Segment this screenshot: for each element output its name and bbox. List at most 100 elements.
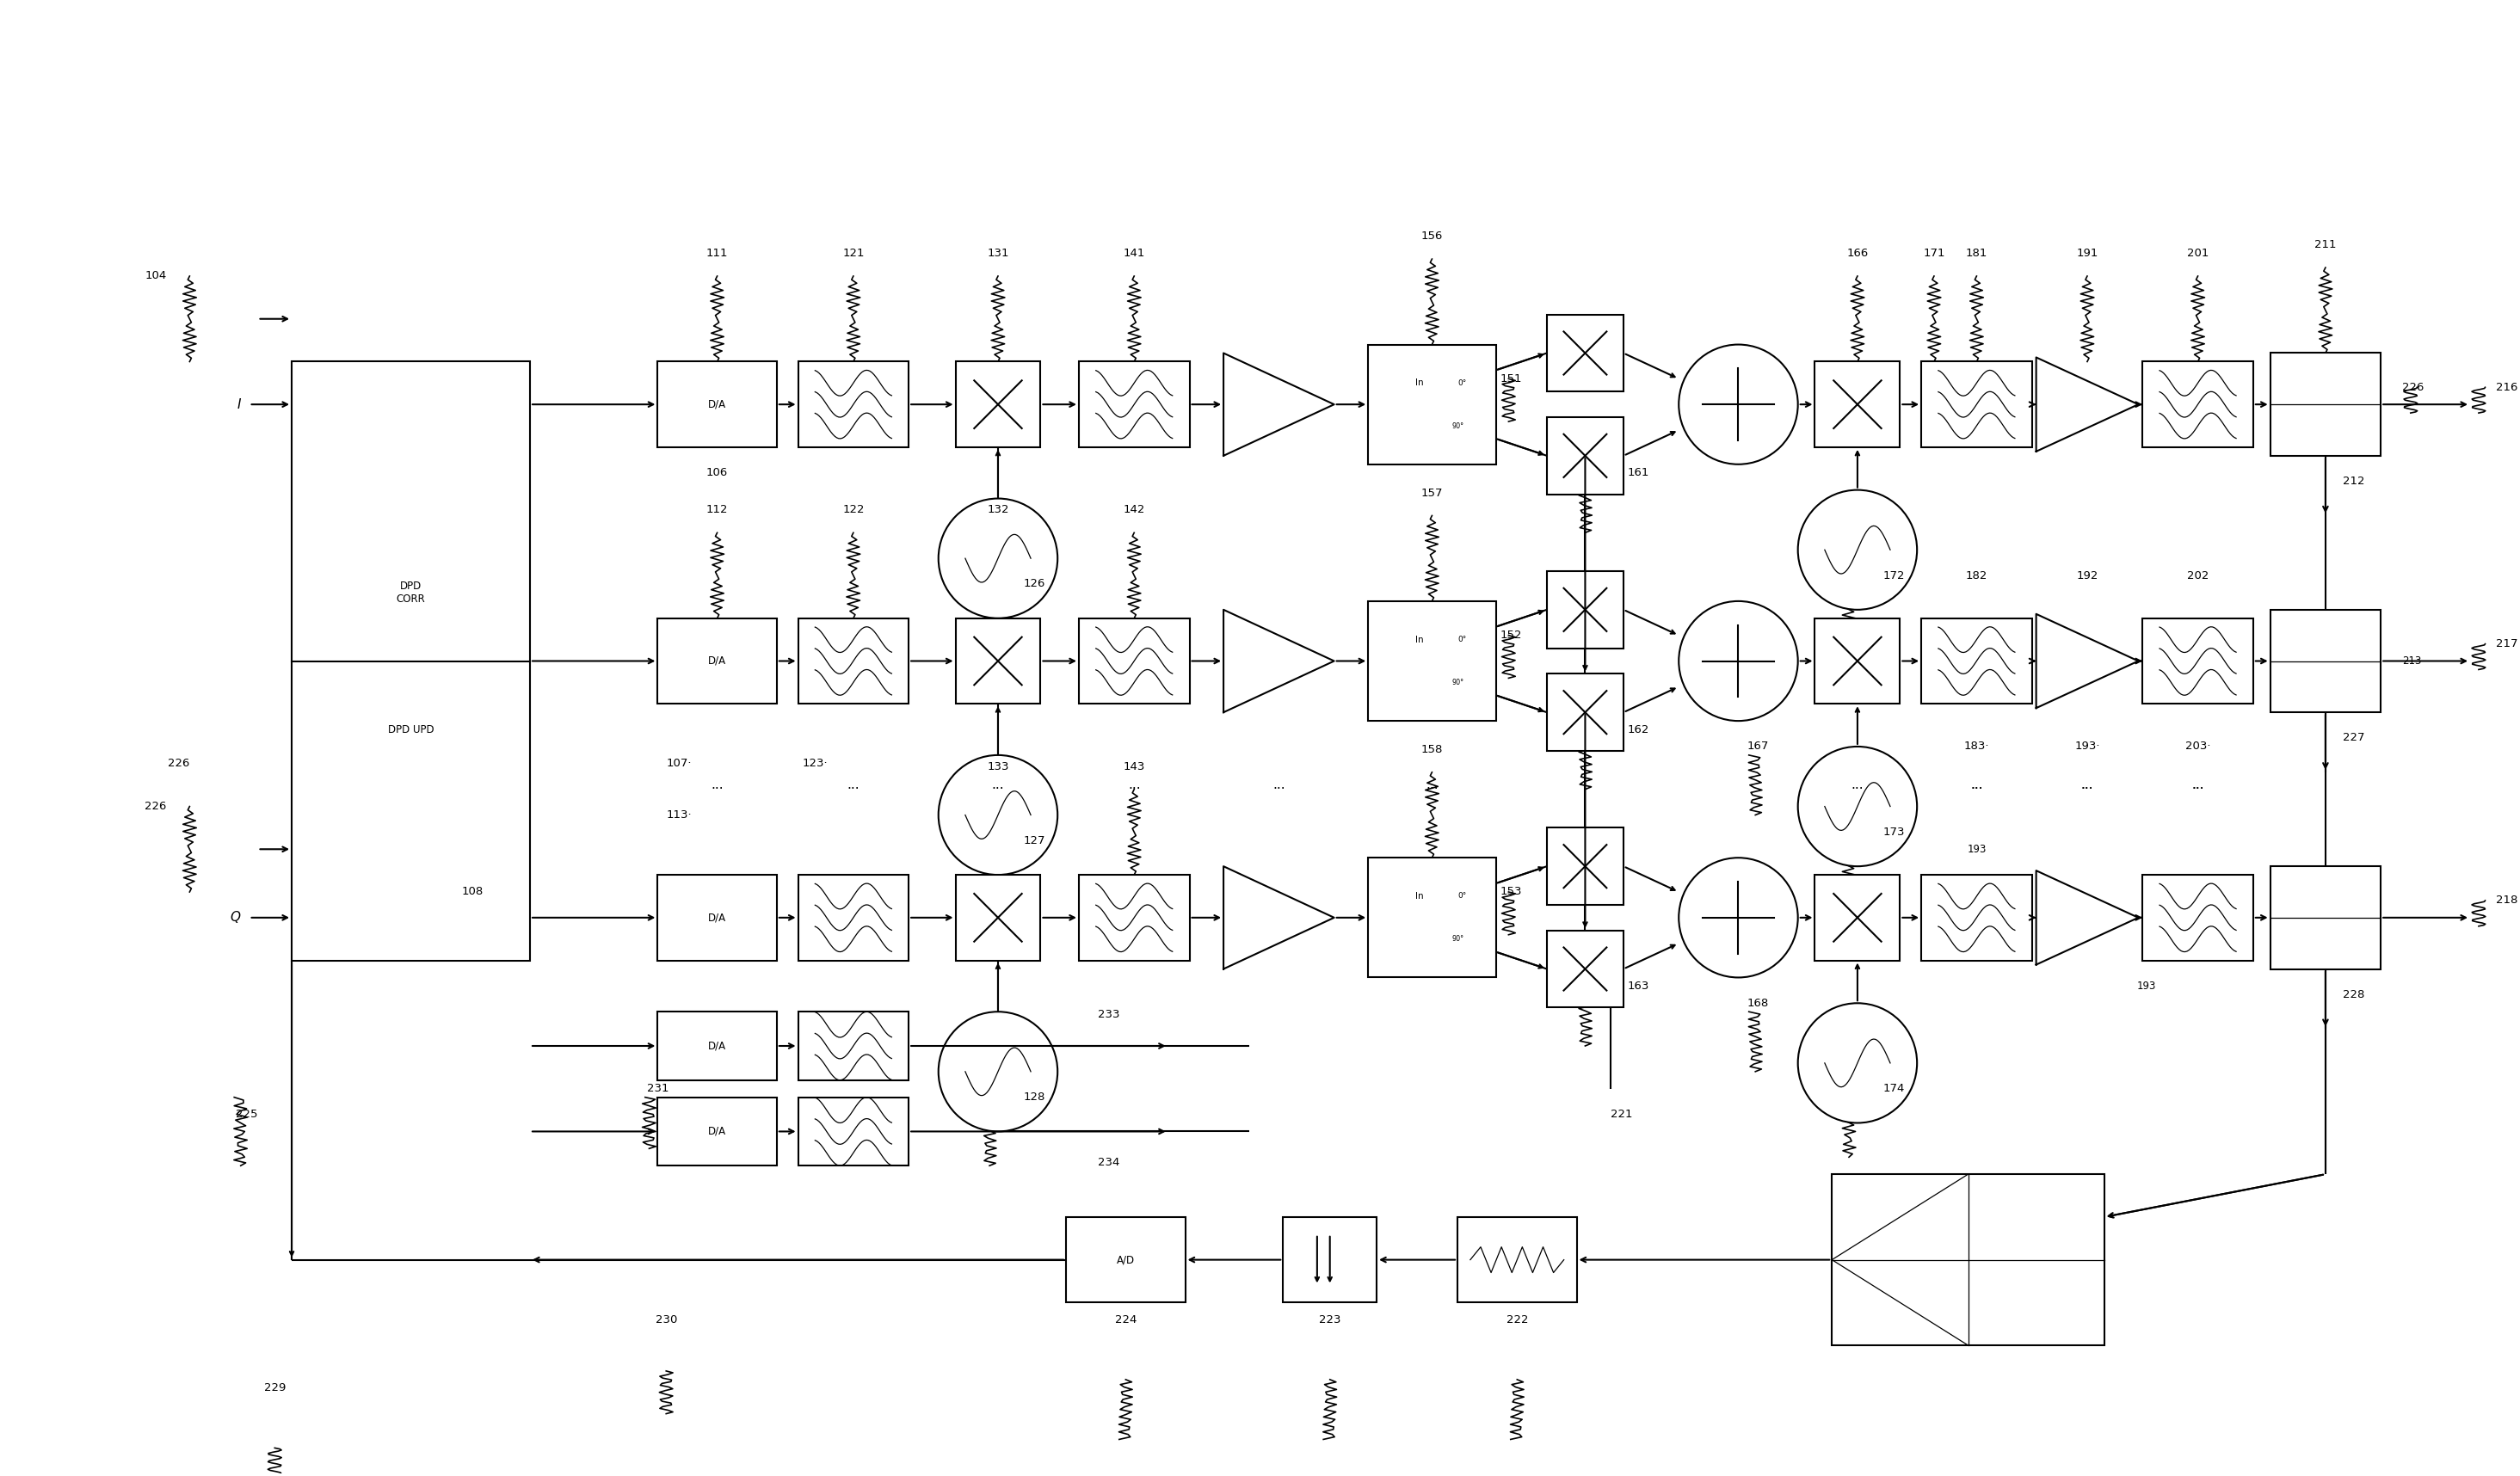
Bar (2271, 866, 2381, 968)
Text: 226: 226 (144, 801, 166, 812)
Text: ···: ··· (2082, 782, 2094, 796)
Bar (1079, 875, 1189, 961)
Text: ···: ··· (711, 782, 723, 796)
Bar (1547, 314, 1623, 391)
Circle shape (937, 499, 1058, 618)
Text: ···: ··· (993, 782, 1005, 796)
Bar (799, 1097, 910, 1166)
Text: ···: ··· (1852, 782, 1865, 796)
Bar (1832, 1175, 2104, 1345)
Bar (1547, 675, 1623, 751)
Text: D/A: D/A (708, 912, 726, 922)
Bar (1283, 1218, 1376, 1302)
Bar (1079, 362, 1189, 447)
Bar (2142, 362, 2253, 447)
Circle shape (1678, 601, 1797, 720)
Text: 221: 221 (1610, 1108, 1633, 1120)
Circle shape (1797, 1004, 1918, 1123)
Bar (1457, 1218, 1578, 1302)
Bar (1920, 362, 2031, 447)
Text: 227: 227 (2344, 732, 2364, 744)
Text: 226: 226 (2402, 382, 2424, 393)
Text: DPD UPD: DPD UPD (388, 723, 433, 735)
Text: In: In (1416, 635, 1424, 644)
Bar (1920, 875, 2031, 961)
Text: 218: 218 (2495, 894, 2517, 906)
Text: 233: 233 (1099, 1010, 1119, 1020)
Text: 223: 223 (1318, 1314, 1341, 1325)
Bar (1368, 344, 1497, 465)
Text: 203·: 203· (2185, 741, 2210, 753)
Text: 231: 231 (648, 1083, 668, 1094)
Text: Q: Q (229, 911, 239, 924)
Bar (1920, 618, 2031, 704)
Text: ···: ··· (1426, 782, 1439, 796)
Text: In: In (1416, 379, 1424, 387)
Text: 229: 229 (265, 1383, 285, 1393)
Text: ···: ··· (2192, 782, 2205, 796)
Bar (955, 362, 1041, 447)
Text: 222: 222 (1507, 1314, 1527, 1325)
Text: 211: 211 (2313, 239, 2336, 251)
Text: 212: 212 (2344, 475, 2364, 487)
Text: ···: ··· (1129, 782, 1142, 796)
Text: 113·: 113· (665, 809, 690, 821)
Text: 168: 168 (1746, 998, 1769, 1008)
Bar (799, 362, 910, 447)
Text: 0°: 0° (1457, 893, 1467, 900)
Text: 234: 234 (1099, 1157, 1119, 1169)
Text: 142: 142 (1124, 505, 1144, 515)
Bar (658, 875, 776, 961)
Text: 127: 127 (1023, 835, 1046, 846)
Text: ···: ··· (2082, 782, 2094, 796)
Polygon shape (2036, 357, 2139, 452)
Bar (1814, 618, 1900, 704)
Text: 216: 216 (2495, 382, 2517, 393)
Text: 90°: 90° (1452, 936, 1464, 943)
Bar (658, 1011, 776, 1080)
Bar (2142, 875, 2253, 961)
Text: 156: 156 (1421, 230, 1444, 242)
Text: 171: 171 (1923, 248, 1945, 258)
Text: 192: 192 (2076, 570, 2099, 582)
Text: 193·: 193· (2074, 741, 2099, 753)
Bar (1547, 828, 1623, 905)
Bar (1547, 418, 1623, 494)
Text: 90°: 90° (1452, 679, 1464, 686)
Text: ···: ··· (2192, 782, 2205, 796)
Bar (658, 618, 776, 704)
Text: 128: 128 (1023, 1092, 1046, 1103)
Text: 162: 162 (1628, 723, 1651, 735)
Bar (1814, 875, 1900, 961)
Bar (2271, 353, 2381, 456)
Circle shape (937, 1011, 1058, 1132)
Text: 191: 191 (2076, 248, 2099, 258)
Text: 122: 122 (842, 505, 864, 515)
Text: 193: 193 (2137, 980, 2157, 992)
Text: ···: ··· (847, 782, 859, 796)
Text: 174: 174 (1882, 1083, 1905, 1094)
Text: DPD
CORR: DPD CORR (396, 580, 426, 605)
Polygon shape (1225, 866, 1333, 968)
Text: 112: 112 (706, 505, 728, 515)
Text: 163: 163 (1628, 980, 1651, 992)
Text: 167: 167 (1746, 741, 1769, 753)
Text: 131: 131 (988, 248, 1008, 258)
Polygon shape (1225, 610, 1333, 713)
Text: D/A: D/A (708, 1041, 726, 1051)
Polygon shape (1225, 353, 1333, 456)
Bar (1547, 571, 1623, 648)
Text: 226: 226 (169, 759, 189, 769)
Text: 201: 201 (2187, 248, 2208, 258)
Text: 133: 133 (988, 762, 1008, 772)
Polygon shape (2036, 614, 2139, 708)
Text: 126: 126 (1023, 579, 1046, 589)
Text: 217: 217 (2495, 638, 2517, 649)
Text: ···: ··· (1971, 782, 1983, 796)
Text: 153: 153 (1499, 887, 1522, 897)
Bar (1368, 858, 1497, 977)
Text: 183·: 183· (1963, 741, 1988, 753)
Text: 213: 213 (2402, 655, 2422, 667)
Text: 228: 228 (2344, 989, 2364, 1001)
Bar (2142, 618, 2253, 704)
